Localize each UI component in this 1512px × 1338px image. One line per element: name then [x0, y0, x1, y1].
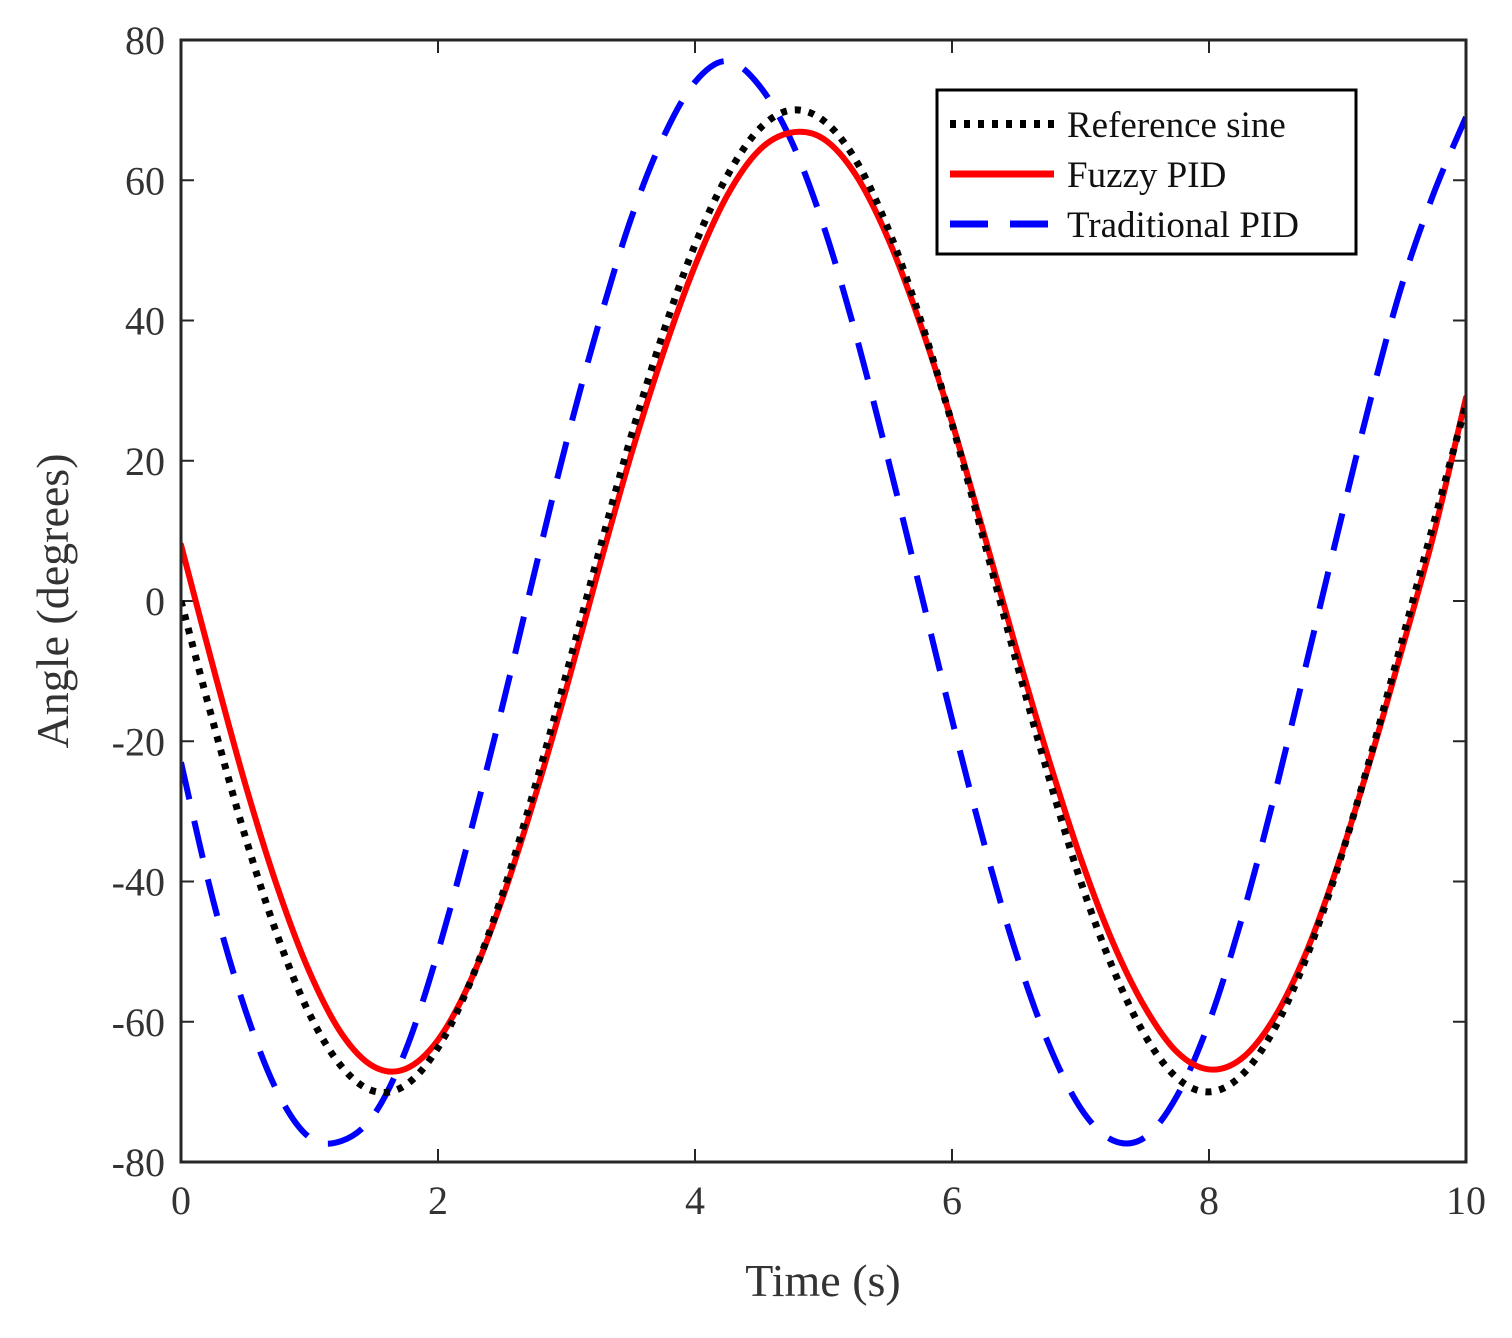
y-axis-title: Angle (degrees)	[27, 453, 78, 748]
series-layer	[181, 58, 1466, 1147]
x-axis-title: Time (s)	[745, 1255, 901, 1306]
y-tick-label-4: 0	[145, 579, 165, 624]
x-tick-label-2: 4	[685, 1178, 705, 1223]
y-tick-label-5: -20	[112, 719, 165, 764]
x-tick-label-3: 6	[942, 1178, 962, 1223]
y-tick-label-3: 20	[125, 439, 165, 484]
y-tick-label-0: 80	[125, 18, 165, 63]
legend-label-reference-sine: Reference sine	[1067, 105, 1286, 146]
series-line-fuzzy-pid	[181, 128, 1466, 1075]
y-tick-label-2: 40	[125, 299, 165, 344]
y-tick-label-1: 60	[125, 158, 165, 203]
tick-labels: 0 2 4 6 8 10 80 60 40 20 0 -20 -40 -60 -80	[112, 18, 1486, 1223]
x-tick-label-0: 0	[171, 1178, 191, 1223]
y-tick-label-6: -40	[112, 860, 165, 905]
y-tick-label-7: -60	[112, 1000, 165, 1045]
legend-label-traditional-pid: Traditional PID	[1067, 205, 1299, 246]
plot-area-frame	[179, 38, 1468, 1164]
series-line-traditional-pid	[181, 58, 1466, 1147]
legend: Reference sine Fuzzy PID Traditional PID	[935, 88, 1358, 256]
x-tick-label-1: 2	[428, 1178, 448, 1223]
x-tick-label-4: 8	[1199, 1178, 1219, 1223]
y-tick-label-8: -80	[112, 1140, 165, 1185]
x-tick-label-5: 10	[1446, 1178, 1486, 1223]
series-line-reference-sine	[181, 106, 1466, 1096]
legend-label-fuzzy-pid: Fuzzy PID	[1067, 155, 1226, 196]
